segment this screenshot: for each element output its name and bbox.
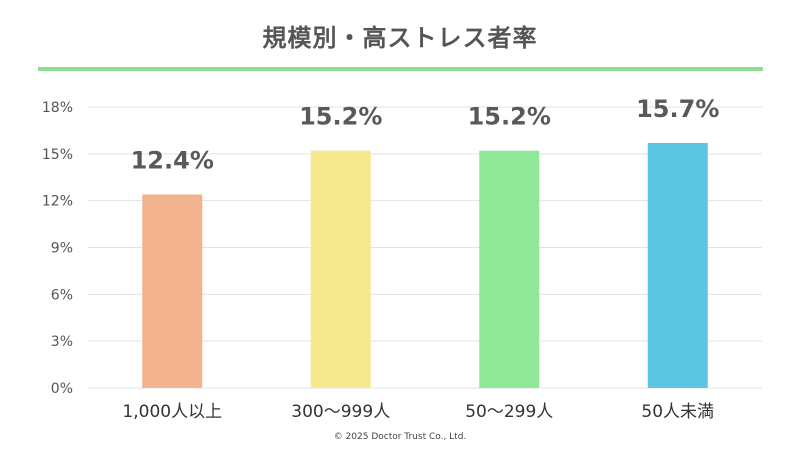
data-label: 12.4%	[131, 146, 214, 174]
y-tick-label: 6%	[51, 287, 73, 303]
data-label: 15.2%	[299, 103, 382, 131]
title-underline	[38, 67, 763, 71]
copyright-notice: © 2025 Doctor Trust Co., Ltd.	[333, 432, 467, 442]
y-tick-label: 15%	[42, 147, 73, 163]
x-tick-label: 300～999人	[291, 402, 390, 422]
bar	[142, 194, 203, 388]
data-label: 15.7%	[636, 95, 719, 123]
bar	[647, 142, 708, 388]
y-tick-label: 9%	[51, 241, 73, 257]
y-tick-label: 3%	[51, 334, 73, 350]
bar	[310, 150, 371, 388]
y-tick-label: 0%	[51, 381, 73, 397]
x-tick-label: 1,000人以上	[122, 402, 222, 422]
bar	[479, 150, 540, 388]
y-tick-label: 12%	[42, 194, 73, 210]
y-tick-label: 18%	[42, 100, 73, 116]
data-label: 15.2%	[468, 103, 551, 131]
chart-title: 規模別・高ストレス者率	[262, 24, 538, 52]
x-tick-label: 50～299人	[465, 402, 553, 422]
x-tick-label: 50人未満	[641, 402, 714, 422]
